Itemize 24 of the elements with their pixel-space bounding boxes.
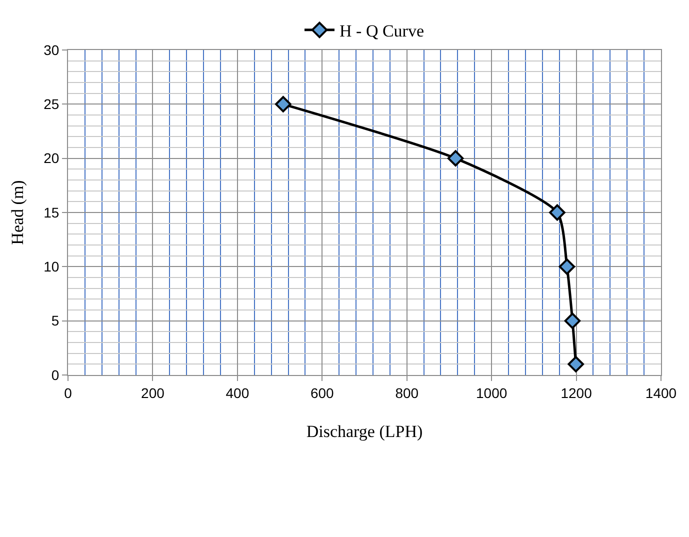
point — [564, 312, 581, 329]
y-axis-title: Head (m) — [8, 180, 28, 245]
y-tick-label: 30 — [44, 42, 60, 58]
x-tick-label: 1000 — [476, 384, 508, 401]
point — [275, 96, 292, 112]
point — [558, 258, 576, 275]
x-tick-label: 1400 — [645, 384, 677, 401]
y-tick-label: 5 — [51, 312, 60, 329]
y-tick-label: 20 — [44, 150, 60, 166]
x-tick-label: 200 — [141, 384, 165, 401]
y-tick-label: 0 — [51, 366, 60, 383]
y-tick-label: 25 — [44, 96, 60, 112]
x-axis-title: Discharge (LPH) — [306, 422, 423, 442]
y-tick-label: 10 — [44, 258, 60, 275]
y-tick-label: 15 — [44, 204, 60, 220]
x-tick-label: 0 — [64, 384, 72, 401]
point — [549, 204, 566, 221]
x-tick-label: 600 — [310, 384, 334, 401]
point — [568, 356, 584, 372]
point — [447, 150, 464, 166]
x-tick-label: 1200 — [560, 384, 592, 401]
x-tick-label: 400 — [226, 384, 250, 401]
x-tick-label: 800 — [395, 384, 419, 401]
legend-label: H - Q Curve — [340, 22, 424, 41]
